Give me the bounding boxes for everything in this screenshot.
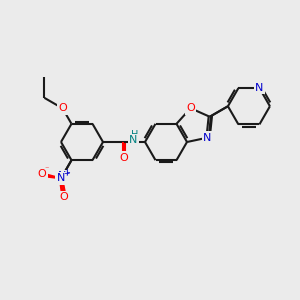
Text: O: O — [38, 169, 46, 179]
Text: N: N — [203, 133, 212, 142]
Text: N: N — [58, 171, 66, 182]
Text: +: + — [63, 169, 69, 178]
Text: O: O — [58, 103, 67, 113]
Text: O: O — [58, 193, 68, 203]
Text: O: O — [36, 171, 45, 182]
Text: N: N — [255, 83, 264, 93]
Text: O: O — [120, 153, 128, 163]
Text: O: O — [60, 193, 68, 202]
Text: N: N — [57, 173, 65, 183]
Text: H: H — [131, 130, 138, 140]
Text: N: N — [129, 135, 138, 145]
Text: O: O — [186, 103, 195, 113]
Text: +: + — [64, 168, 70, 177]
Text: ⁻: ⁻ — [42, 167, 46, 176]
Text: ⁻: ⁻ — [45, 164, 49, 173]
